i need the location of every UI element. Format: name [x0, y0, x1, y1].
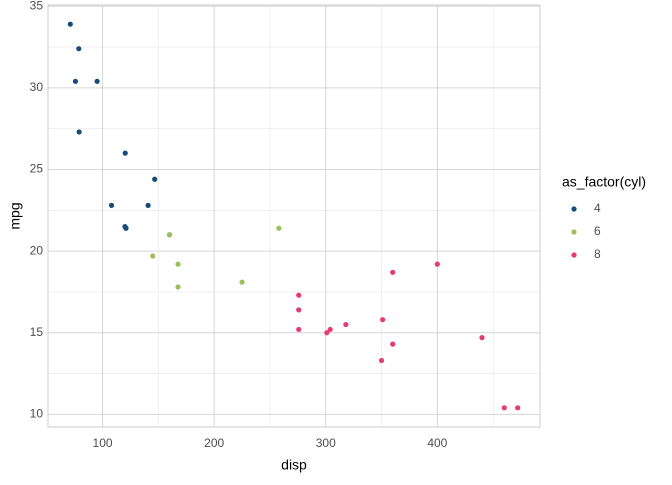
point — [434, 261, 440, 267]
x-tick-label: 300 — [316, 436, 336, 450]
legend-marker — [571, 206, 577, 212]
point — [108, 202, 115, 208]
point — [296, 326, 302, 333]
x-axis-title: disp — [281, 457, 307, 473]
point — [501, 405, 507, 411]
point — [479, 335, 485, 341]
point — [175, 284, 181, 290]
y-axis-title: mpg — [7, 202, 23, 229]
point — [390, 341, 396, 347]
point — [378, 357, 385, 364]
x-tick-label: 400 — [427, 436, 447, 450]
y-tick-label: 10 — [30, 407, 44, 421]
x-tick-label: 200 — [204, 436, 224, 450]
point — [123, 225, 129, 231]
legend-label: 8 — [594, 247, 601, 261]
x-tick-label: 100 — [93, 436, 113, 450]
point — [145, 202, 151, 208]
legend-label: 4 — [594, 201, 601, 215]
point — [166, 232, 173, 238]
point — [343, 321, 349, 328]
y-tick-label: 15 — [30, 325, 44, 339]
point — [239, 279, 245, 285]
point — [76, 129, 82, 135]
point — [515, 405, 521, 411]
point — [152, 176, 158, 182]
point — [380, 317, 386, 323]
point — [390, 269, 396, 275]
legend-label: 6 — [594, 224, 601, 238]
point — [122, 150, 128, 156]
point — [67, 21, 73, 27]
point — [327, 326, 333, 333]
point — [72, 78, 79, 84]
point — [76, 46, 82, 52]
y-tick-label: 30 — [30, 80, 44, 94]
point — [175, 261, 181, 267]
point — [296, 307, 302, 313]
point — [94, 78, 100, 84]
legend-marker — [571, 252, 577, 258]
legend-marker — [571, 229, 577, 235]
legend-title: as_factor(cyl) — [562, 174, 646, 190]
panel-border — [47, 4, 541, 428]
y-tick-label: 20 — [30, 243, 44, 257]
point — [324, 330, 330, 336]
point — [276, 225, 282, 231]
y-tick-label: 35 — [30, 0, 44, 12]
y-tick-label: 25 — [30, 162, 44, 176]
point — [150, 253, 156, 259]
point — [296, 292, 302, 298]
